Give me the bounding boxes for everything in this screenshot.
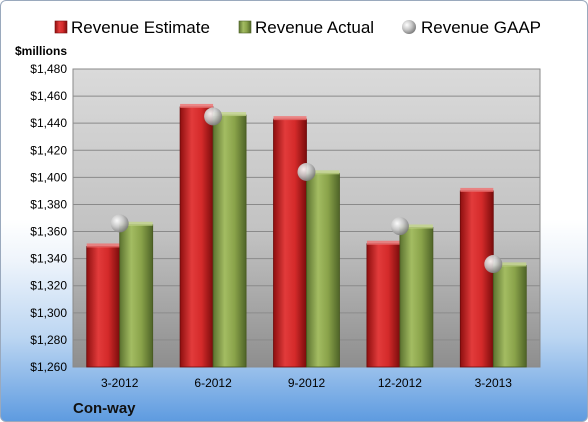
x-category-label: 9-2012	[288, 376, 326, 390]
gaap-marker	[297, 162, 316, 181]
x-axis-categories: 3-2012 6-2012 9-2012 12-2012 3-2013	[101, 376, 512, 390]
bar-actual	[492, 265, 527, 368]
bar-actual-cap	[306, 170, 340, 175]
bar-estimate-cap	[366, 240, 400, 245]
y-tick-label: $1,460	[30, 89, 67, 103]
y-tick-label: $1,400	[30, 170, 67, 184]
y-tick-label: $1,320	[30, 279, 67, 293]
legend: Revenue Estimate Revenue Actual Revenue …	[54, 18, 541, 37]
gaap-marker	[484, 255, 503, 274]
bar-estimate	[86, 246, 121, 368]
bar-actual	[119, 224, 154, 368]
bar-actual-cap	[119, 221, 153, 226]
gaap-marker	[204, 107, 223, 126]
legend-label-gaap: Revenue GAAP	[421, 18, 541, 37]
bar-estimate	[366, 243, 401, 368]
bar-estimate	[179, 106, 214, 368]
y-tick-label: $1,340	[30, 252, 67, 266]
bar-actual-cap	[493, 262, 527, 267]
gaap-markers	[110, 107, 503, 274]
x-category-label: 12-2012	[378, 376, 422, 390]
bar-estimate-cap	[273, 116, 307, 121]
y-tick-label: $1,360	[30, 225, 67, 239]
gaap-marker	[390, 217, 409, 236]
gaap-marker	[110, 214, 129, 233]
bar-actual	[212, 114, 247, 368]
company-name: Con-way	[73, 400, 136, 417]
legend-swatch-actual	[238, 20, 252, 34]
bar-estimate-cap	[86, 243, 120, 248]
unit-label: $millions	[15, 44, 67, 58]
legend-swatch-estimate	[54, 20, 68, 34]
y-tick-label: $1,480	[30, 62, 67, 76]
legend-label-estimate: Revenue Estimate	[71, 18, 210, 37]
y-tick-label: $1,440	[30, 116, 67, 130]
y-tick-label: $1,380	[30, 197, 67, 211]
bar-estimate	[273, 118, 307, 368]
bar-actual-cap	[213, 112, 247, 117]
y-axis-ticks: $1,260 $1,280 $1,300 $1,320 $1,340 $1,360 $1,3…	[30, 62, 67, 374]
y-tick-label: $1,280	[30, 333, 67, 347]
bar-estimate-cap	[460, 187, 494, 192]
bar-estimate	[459, 190, 494, 368]
bar-actual	[399, 227, 434, 368]
y-tick-label: $1,260	[30, 360, 67, 374]
y-tick-label: $1,420	[30, 143, 67, 157]
legend-marker-gaap	[402, 20, 416, 34]
bar-actual-cap	[399, 224, 433, 229]
legend-label-actual: Revenue Actual	[255, 18, 374, 37]
x-category-label: 3-2013	[475, 376, 513, 390]
bars	[86, 103, 527, 368]
x-category-label: 6-2012	[194, 376, 232, 390]
x-category-label: 3-2012	[101, 376, 139, 390]
bar-actual	[306, 172, 340, 368]
bar-estimate-cap	[180, 103, 214, 108]
y-tick-label: $1,300	[30, 306, 67, 320]
